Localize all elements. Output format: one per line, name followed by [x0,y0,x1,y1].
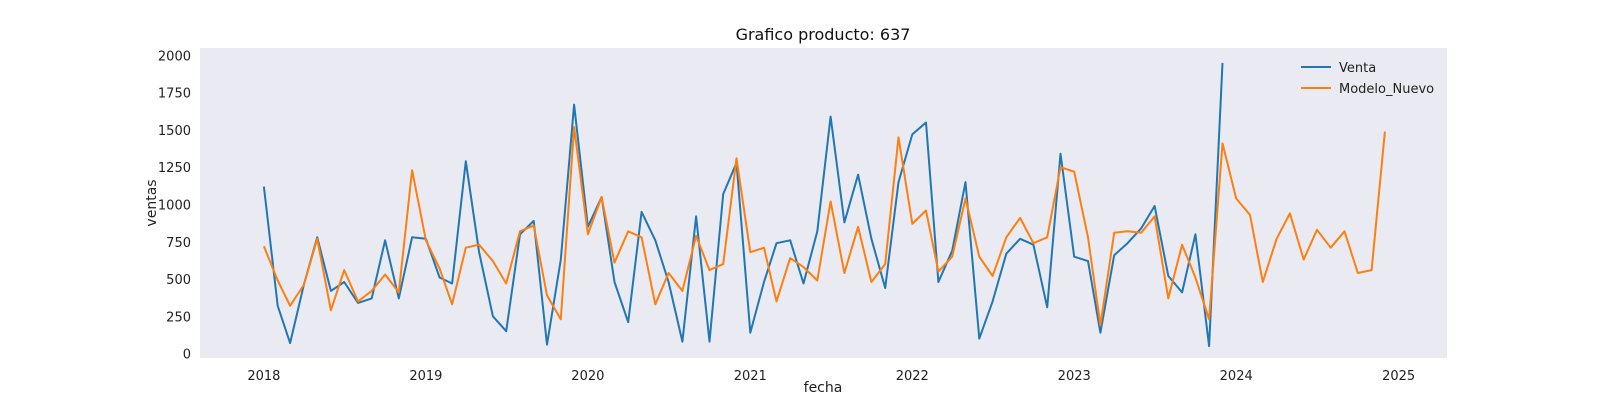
y-tick-label: 1250 [158,161,191,176]
y-tick-label: 750 [166,236,191,251]
x-axis-ticks: 2018 2019 2020 2021 2022 2023 2024 2025 [247,369,1415,384]
y-tick-label: 1500 [158,124,191,139]
x-tick-label: 2024 [1220,369,1253,384]
x-tick-label: 2019 [409,369,442,384]
y-tick-label: 2000 [158,49,191,64]
x-tick-label: 2023 [1058,369,1091,384]
legend-label-modelo-nuevo: Modelo_Nuevo [1339,82,1434,97]
x-axis-label: fecha [804,380,843,396]
y-tick-label: 500 [166,273,191,288]
legend-label-venta: Venta [1339,61,1376,76]
x-tick-label: 2025 [1382,369,1415,384]
x-tick-label: 2018 [247,369,280,384]
y-tick-label: 250 [166,310,191,325]
x-tick-label: 2022 [896,369,929,384]
chart-title: Grafico producto: 637 [736,25,911,44]
y-tick-label: 1000 [158,198,191,213]
y-axis-ticks: 0 250 500 750 1000 1250 1500 1750 2000 [158,49,191,362]
y-axis-label: ventas [144,179,160,226]
plot-area [200,48,1447,358]
series-layer [262,62,1386,348]
x-tick-label: 2020 [571,369,604,384]
x-tick-label: 2021 [734,369,767,384]
legend: Venta Modelo_Nuevo [1301,61,1434,97]
series-line-modelo-nuevo [262,126,1386,327]
y-tick-label: 1750 [158,87,191,102]
y-tick-label: 0 [183,348,191,363]
series-line-venta [262,62,1224,348]
